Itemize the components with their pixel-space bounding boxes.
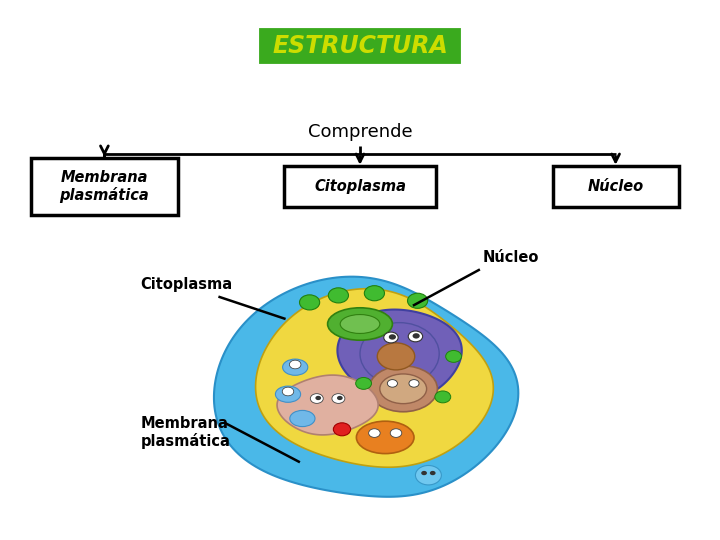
Ellipse shape — [283, 359, 308, 375]
Text: Núcleo: Núcleo — [482, 249, 539, 265]
FancyBboxPatch shape — [258, 25, 463, 66]
Ellipse shape — [377, 343, 415, 370]
Polygon shape — [256, 289, 493, 467]
Circle shape — [337, 396, 343, 400]
Polygon shape — [214, 276, 518, 497]
Circle shape — [356, 377, 372, 389]
Circle shape — [328, 288, 348, 303]
Text: Membrana
plasmática: Membrana plasmática — [140, 416, 230, 449]
Circle shape — [430, 471, 436, 475]
Text: Citoplasma: Citoplasma — [140, 276, 233, 292]
Circle shape — [384, 332, 398, 343]
Text: ESTRUCTURA: ESTRUCTURA — [272, 34, 448, 58]
Circle shape — [300, 295, 320, 310]
Circle shape — [409, 380, 419, 387]
Circle shape — [389, 334, 396, 340]
Circle shape — [413, 333, 420, 339]
Circle shape — [364, 286, 384, 301]
Circle shape — [446, 350, 462, 362]
Text: Membrana
plasmática: Membrana plasmática — [60, 170, 149, 203]
Polygon shape — [338, 309, 462, 400]
Polygon shape — [277, 375, 378, 435]
Text: Comprende: Comprende — [307, 123, 413, 141]
Ellipse shape — [356, 421, 414, 454]
Circle shape — [369, 429, 380, 437]
Circle shape — [408, 331, 423, 342]
Circle shape — [415, 465, 441, 485]
Circle shape — [390, 429, 402, 437]
Ellipse shape — [380, 374, 426, 404]
Circle shape — [333, 423, 351, 436]
Ellipse shape — [275, 386, 301, 402]
Circle shape — [387, 380, 397, 387]
Text: Citoplasma: Citoplasma — [314, 179, 406, 194]
Ellipse shape — [369, 366, 438, 411]
Ellipse shape — [328, 308, 392, 340]
Ellipse shape — [289, 410, 315, 427]
FancyBboxPatch shape — [553, 166, 679, 206]
Circle shape — [310, 394, 323, 403]
FancyBboxPatch shape — [30, 158, 179, 214]
Circle shape — [315, 396, 321, 400]
Circle shape — [282, 387, 294, 396]
Ellipse shape — [340, 314, 380, 333]
Circle shape — [408, 293, 428, 308]
Circle shape — [332, 394, 345, 403]
Circle shape — [289, 360, 301, 369]
Text: Núcleo: Núcleo — [588, 179, 644, 194]
FancyBboxPatch shape — [284, 166, 436, 206]
Circle shape — [421, 471, 427, 475]
Circle shape — [435, 391, 451, 403]
